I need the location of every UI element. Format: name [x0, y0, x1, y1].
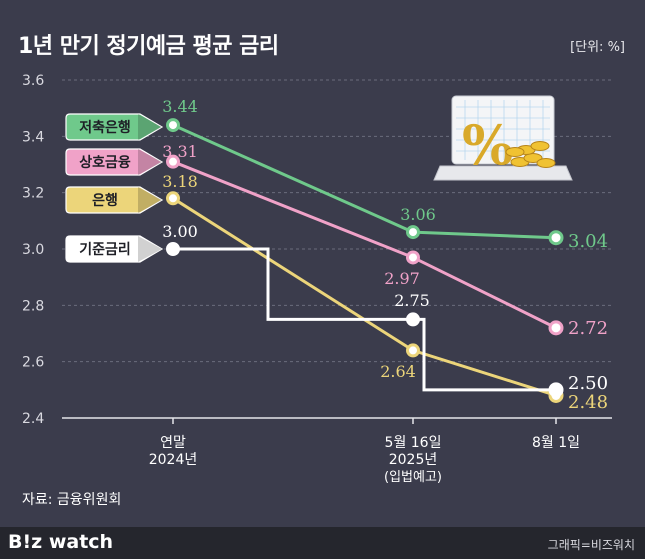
y-tick-label: 3.2 — [22, 186, 44, 202]
data-label: 3.06 — [400, 205, 436, 224]
x-tick-label: 2025년 — [389, 452, 438, 468]
series-tag-label: 저축은행 — [79, 120, 131, 136]
data-point — [166, 191, 180, 206]
data-point — [548, 320, 564, 336]
coin — [523, 153, 543, 163]
data-point — [406, 343, 420, 358]
source-label: 자료: 금융위원회 — [22, 492, 122, 508]
data-label: 3.18 — [162, 172, 198, 191]
series-tag — [65, 148, 164, 176]
data-label: 3.31 — [162, 142, 198, 161]
x-tick-label: 2024년 — [149, 452, 198, 468]
x-tick-label: 5월 16일 — [385, 435, 442, 451]
unit-label: [단위: %] — [570, 40, 625, 55]
data-point — [166, 242, 180, 256]
series-line-기준금리 — [173, 247, 556, 392]
percent-glyph: % — [462, 113, 513, 177]
coin — [530, 141, 550, 151]
data-label: 2.64 — [380, 362, 416, 381]
data-point — [406, 312, 420, 327]
x-tick-label: (입법예고) — [384, 470, 442, 485]
y-tick-label: 2.8 — [22, 298, 44, 314]
series-tag-label: 은행 — [92, 193, 118, 209]
y-tick-label: 3.0 — [22, 242, 44, 258]
graphic-credit: 그래픽=비즈워치 — [547, 538, 635, 552]
series-line-상호금융 — [172, 160, 557, 330]
data-point — [406, 225, 420, 240]
data-label: 2.75 — [394, 291, 430, 310]
series-tag — [65, 235, 164, 263]
footer-bar: B!z watch 그래픽=비즈워치 — [0, 527, 645, 559]
coin — [536, 158, 556, 168]
data-point — [166, 154, 180, 169]
series-tag-shade — [138, 236, 162, 262]
data-point — [548, 382, 564, 398]
x-tick-label: 8월 1일 — [532, 435, 580, 451]
series-tag-label: 상호금융 — [79, 155, 131, 171]
series-tag-shade — [138, 114, 162, 140]
brand-logo: B!z watch — [8, 531, 114, 553]
data-label: 2.72 — [568, 318, 608, 339]
data-label: 2.97 — [384, 269, 420, 288]
series-tag — [65, 113, 164, 141]
data-label: 3.00 — [162, 222, 198, 241]
data-point — [406, 250, 420, 265]
series-tag-shade — [138, 187, 162, 213]
y-tick-label: 3.6 — [22, 73, 44, 89]
series-tag-label: 기준금리 — [79, 242, 131, 258]
data-point — [166, 118, 180, 133]
data-label: 3.44 — [162, 97, 198, 116]
data-label: 2.48 — [568, 392, 608, 413]
x-tick-label: 연말 — [160, 435, 186, 451]
coin — [505, 147, 525, 157]
chart-title: 1년 만기 정기예금 평균 금리 — [18, 34, 279, 59]
data-label: 2.50 — [568, 373, 608, 394]
data-label: 3.04 — [568, 231, 608, 252]
data-point — [548, 230, 564, 246]
series-tag — [65, 186, 164, 214]
y-tick-label: 2.6 — [22, 355, 44, 371]
y-tick-label: 2.4 — [22, 411, 44, 427]
y-tick-label: 3.4 — [22, 129, 44, 145]
series-line-은행 — [172, 197, 557, 397]
percent-laptop-coins-icon: % — [433, 95, 573, 181]
series-tag-shade — [138, 149, 162, 175]
